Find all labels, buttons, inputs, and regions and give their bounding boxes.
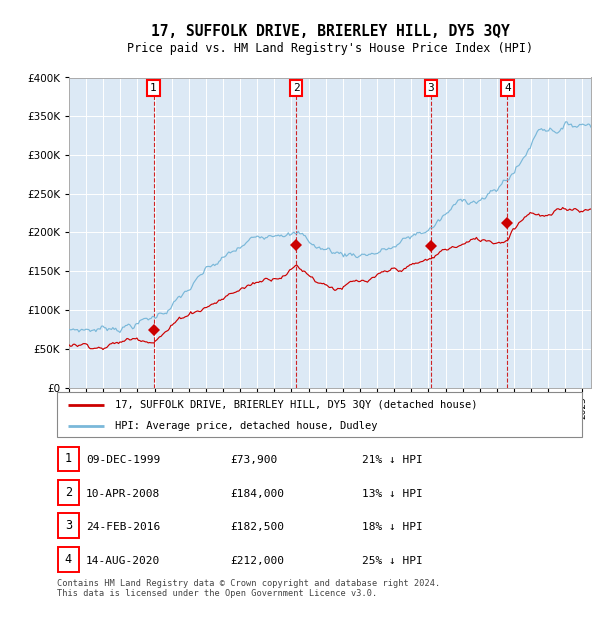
Text: 18% ↓ HPI: 18% ↓ HPI xyxy=(362,523,422,533)
Text: Contains HM Land Registry data © Crown copyright and database right 2024.
This d: Contains HM Land Registry data © Crown c… xyxy=(57,579,440,598)
FancyBboxPatch shape xyxy=(58,446,79,471)
FancyBboxPatch shape xyxy=(58,513,79,538)
Text: 10-APR-2008: 10-APR-2008 xyxy=(86,489,160,499)
Text: 1: 1 xyxy=(150,83,157,93)
Text: 14-AUG-2020: 14-AUG-2020 xyxy=(86,556,160,566)
Text: 4: 4 xyxy=(504,83,511,93)
Text: 2: 2 xyxy=(293,83,299,93)
Text: £73,900: £73,900 xyxy=(230,456,277,466)
Text: 21% ↓ HPI: 21% ↓ HPI xyxy=(362,456,422,466)
Text: 3: 3 xyxy=(65,520,72,532)
Text: 24-FEB-2016: 24-FEB-2016 xyxy=(86,523,160,533)
Text: 2: 2 xyxy=(65,486,72,498)
Text: £182,500: £182,500 xyxy=(230,523,284,533)
Text: 17, SUFFOLK DRIVE, BRIERLEY HILL, DY5 3QY (detached house): 17, SUFFOLK DRIVE, BRIERLEY HILL, DY5 3Q… xyxy=(115,400,477,410)
Text: 09-DEC-1999: 09-DEC-1999 xyxy=(86,456,160,466)
Text: 17, SUFFOLK DRIVE, BRIERLEY HILL, DY5 3QY: 17, SUFFOLK DRIVE, BRIERLEY HILL, DY5 3Q… xyxy=(151,24,509,38)
Text: 3: 3 xyxy=(428,83,434,93)
FancyBboxPatch shape xyxy=(58,480,79,505)
Text: 13% ↓ HPI: 13% ↓ HPI xyxy=(362,489,422,499)
Text: Price paid vs. HM Land Registry's House Price Index (HPI): Price paid vs. HM Land Registry's House … xyxy=(127,42,533,55)
Text: £212,000: £212,000 xyxy=(230,556,284,566)
Text: HPI: Average price, detached house, Dudley: HPI: Average price, detached house, Dudl… xyxy=(115,421,377,431)
Text: £184,000: £184,000 xyxy=(230,489,284,499)
FancyBboxPatch shape xyxy=(58,547,79,572)
Text: 1: 1 xyxy=(65,453,72,465)
FancyBboxPatch shape xyxy=(57,392,582,437)
Text: 25% ↓ HPI: 25% ↓ HPI xyxy=(362,556,422,566)
Text: 4: 4 xyxy=(65,553,72,565)
